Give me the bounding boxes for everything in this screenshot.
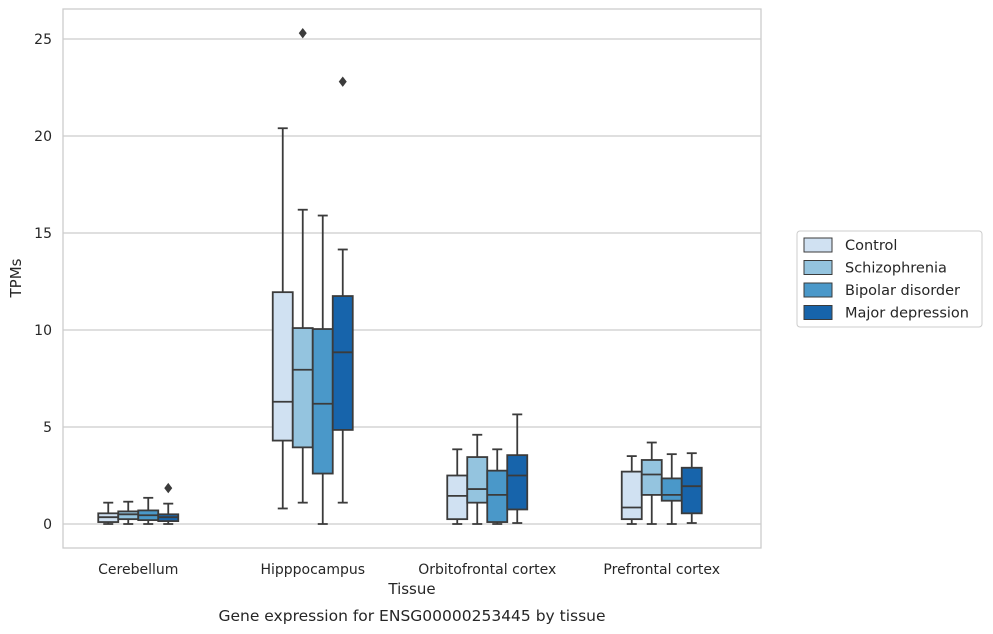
box-body <box>680 466 703 515</box>
box-1-3 <box>446 448 469 525</box>
plot-frame <box>62 8 762 549</box>
y-tick-label-15: 15 <box>34 226 52 242</box>
outlier-point-1 <box>298 27 307 39</box>
x-tick-label-2: Hipppocampus <box>260 562 365 578</box>
box-body <box>331 295 354 431</box>
x-tick-label-4: Prefrontal cortex <box>603 562 720 578</box>
grid-lines <box>63 38 761 525</box>
y-tick-label-5: 5 <box>43 420 52 436</box>
legend: Control Schizophrenia Bipolar disorder Majo… <box>796 230 983 328</box>
box-1-1 <box>97 501 120 525</box>
box-body <box>311 328 334 475</box>
legend-swatch-1 <box>803 237 833 253</box>
box-body <box>466 456 489 504</box>
box-3-3 <box>486 448 509 525</box>
x-tick-label-1: Cerebellum <box>98 562 178 578</box>
y-tick-label-20: 20 <box>34 129 52 145</box>
box-body <box>660 477 683 502</box>
box-body <box>620 470 643 521</box>
y-tick-labels: 0 5 10 15 20 25 <box>34 32 52 533</box>
box-4-3 <box>506 413 529 524</box>
box-body <box>446 474 469 521</box>
outlier-point-1 <box>338 76 347 87</box>
y-axis-label: TPMs <box>7 258 25 298</box>
legend-label-1: Control <box>845 238 897 254</box>
box-3-2 <box>311 214 334 525</box>
box-3-1 <box>137 496 160 525</box>
box-4-4 <box>680 452 703 524</box>
box-body <box>506 454 529 511</box>
legend-swatch-4 <box>803 305 833 320</box>
x-tick-label-3: Orbitofrontal cortex <box>418 562 556 578</box>
chart-caption: Gene expression for ENSG00000253445 by t… <box>218 607 605 625</box>
box-body <box>486 469 509 523</box>
box-1-2 <box>271 127 294 510</box>
box-4-2 <box>331 76 354 504</box>
x-tick-labels: Cerebellum Hipppocampus Orbitofrontal cort… <box>98 562 720 578</box>
box-2-1 <box>117 500 140 525</box>
y-tick-label-25: 25 <box>34 32 52 48</box>
box-body <box>271 291 294 442</box>
box-body <box>117 510 140 521</box>
legend-swatch-2 <box>803 260 833 275</box>
box-4-1 <box>157 482 180 525</box>
box-series <box>97 27 703 525</box>
box-1-4 <box>620 455 643 525</box>
box-2-2 <box>291 27 314 504</box>
box-body <box>640 459 663 496</box>
legend-label-3: Bipolar disorder <box>845 283 960 299</box>
y-tick-label-0: 0 <box>43 517 52 533</box>
legend-frame <box>796 230 983 328</box>
x-axis-label: Tissue <box>387 580 435 598</box>
box-2-4 <box>640 441 663 525</box>
box-3-4 <box>660 453 683 525</box>
legend-label-2: Schizophrenia <box>845 261 947 277</box>
box-2-3 <box>466 433 489 525</box>
box-body <box>291 327 314 449</box>
legend-swatch-3 <box>803 282 833 298</box>
legend-label-4: Major depression <box>845 306 969 322</box>
y-tick-label-10: 10 <box>34 323 52 339</box>
outlier-point-1 <box>164 482 173 494</box>
